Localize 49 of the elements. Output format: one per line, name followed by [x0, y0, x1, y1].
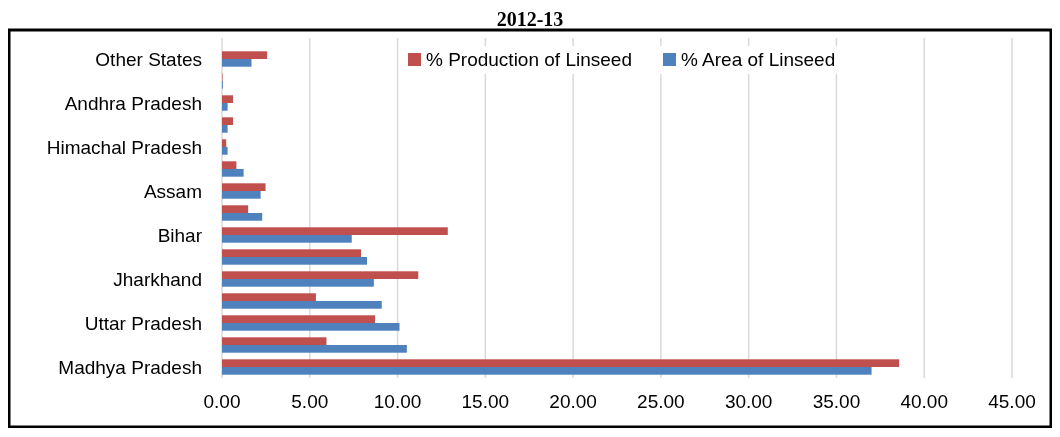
bar — [222, 161, 237, 169]
legend-label: % Area of Linseed — [681, 49, 836, 70]
bar — [222, 271, 419, 279]
bar — [222, 337, 327, 345]
chart-title: 2012-13 — [496, 8, 564, 30]
x-tick-label: 0.00 — [203, 391, 241, 412]
bar — [222, 315, 376, 323]
x-tick-label: 10.00 — [373, 391, 422, 412]
bar — [222, 125, 228, 133]
bar — [222, 183, 266, 191]
x-tick-label: 15.00 — [461, 391, 510, 412]
x-tick-label: 20.00 — [549, 391, 597, 412]
y-tick-label: Uttar Pradesh — [84, 313, 202, 334]
bar — [222, 367, 872, 375]
bar — [222, 359, 900, 367]
y-tick-label: Bihar — [157, 225, 203, 246]
x-tick-label: 45.00 — [988, 391, 1036, 412]
bar — [222, 103, 228, 111]
bar — [222, 235, 352, 243]
legend-label: % Production of Linseed — [426, 49, 632, 70]
y-tick-label: Assam — [143, 181, 202, 202]
bar — [222, 139, 227, 147]
bar — [222, 301, 382, 309]
x-tick-label: 5.00 — [291, 391, 329, 412]
bar — [222, 169, 244, 177]
bar — [222, 205, 249, 213]
bar — [222, 213, 263, 221]
bar — [222, 293, 316, 301]
x-tick-label: 30.00 — [724, 391, 773, 412]
bar — [222, 257, 368, 265]
bar — [222, 227, 448, 235]
bar — [222, 117, 234, 125]
bar — [222, 279, 374, 287]
x-tick-label: 35.00 — [812, 391, 861, 412]
bar — [222, 51, 268, 59]
bar — [222, 345, 407, 353]
x-tick-label: 25.00 — [637, 391, 685, 412]
bar — [222, 59, 252, 67]
x-tick-label: 40.00 — [900, 391, 948, 412]
y-tick-label: Himachal Pradesh — [46, 137, 202, 158]
bar — [222, 95, 234, 103]
y-tick-label: Other States — [95, 49, 202, 70]
y-tick-label: Andhra Pradesh — [64, 93, 202, 114]
bar — [222, 191, 261, 199]
bar — [222, 249, 362, 257]
bar — [222, 147, 228, 155]
y-tick-label: Jharkhand — [113, 269, 202, 290]
bar — [222, 323, 400, 331]
y-tick-label: Madhya Pradesh — [58, 357, 202, 378]
